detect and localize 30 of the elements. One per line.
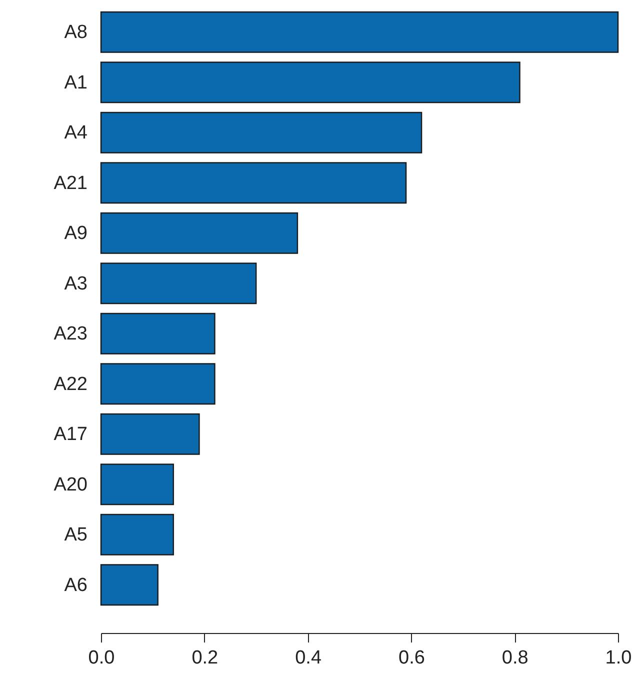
y-tick-label: A23 [54, 324, 88, 345]
bar [100, 162, 407, 204]
y-tick-label: A9 [64, 223, 88, 244]
y-tick-label: A1 [64, 72, 88, 94]
y-tick-label: A17 [54, 424, 88, 446]
x-tick-label: 0.8 [502, 648, 528, 668]
bar [100, 564, 158, 606]
y-tick-label: A8 [64, 22, 88, 44]
bar [100, 464, 174, 506]
y-tick-label: A6 [64, 574, 88, 596]
y-tick-label: A22 [54, 374, 88, 395]
bar [100, 514, 174, 556]
y-tick-label: A20 [54, 474, 88, 496]
bar [100, 413, 200, 455]
bar [100, 11, 619, 53]
x-tick-label: 1.0 [605, 648, 632, 668]
x-tick-label: 0.4 [295, 648, 322, 668]
bar [100, 112, 422, 154]
bar [100, 62, 520, 104]
bar [100, 312, 216, 354]
y-tick-label: A4 [64, 122, 88, 144]
y-tick-label: A5 [64, 524, 88, 546]
bar [100, 363, 216, 405]
y-tick-label: A21 [54, 172, 88, 194]
x-tick-label: 0.0 [88, 648, 115, 668]
x-tick-label: 0.2 [192, 648, 218, 668]
y-tick-label: A3 [64, 273, 88, 294]
bar [100, 262, 257, 304]
bar [100, 212, 298, 254]
x-tick-label: 0.6 [398, 648, 425, 668]
